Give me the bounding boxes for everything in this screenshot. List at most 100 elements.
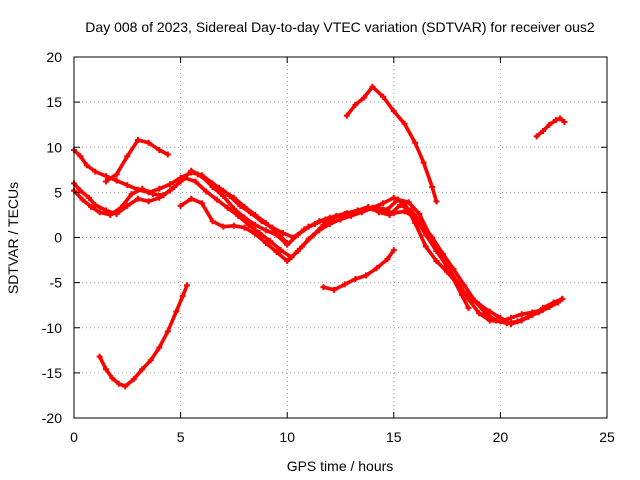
data-point	[273, 248, 280, 255]
data-point	[85, 194, 92, 201]
data-point	[209, 218, 216, 225]
y-tick-label: 0	[54, 230, 62, 246]
data-point	[124, 153, 131, 160]
x-tick-label: 10	[279, 429, 295, 445]
data-point	[92, 202, 99, 209]
data-point	[316, 227, 323, 234]
data-point	[109, 375, 116, 382]
data-point	[188, 195, 195, 202]
data-point	[88, 203, 95, 210]
data-point	[279, 229, 286, 236]
data-point	[192, 178, 199, 185]
y-tick-label: -5	[50, 275, 63, 291]
data-point	[96, 353, 103, 360]
data-point	[139, 185, 146, 192]
data-point	[156, 146, 163, 153]
data-point	[173, 308, 180, 315]
data-point	[401, 120, 408, 127]
data-point	[102, 178, 109, 185]
data-point	[525, 313, 532, 320]
data-point	[130, 376, 137, 383]
data-point	[311, 220, 318, 227]
data-point	[247, 210, 254, 217]
data-point	[117, 204, 124, 211]
data-point	[241, 224, 248, 231]
data-point	[139, 366, 146, 373]
data-point	[375, 209, 382, 216]
data-point	[156, 344, 163, 351]
data-point	[429, 183, 436, 190]
data-point	[486, 308, 493, 315]
data-point	[433, 198, 440, 205]
data-point	[552, 117, 559, 124]
data-point	[188, 167, 195, 174]
data-point	[273, 231, 280, 238]
data-point	[179, 293, 186, 300]
data-series	[71, 83, 568, 390]
data-point	[96, 209, 103, 216]
data-point	[354, 207, 361, 214]
data-point	[503, 320, 510, 327]
data-point	[252, 230, 259, 237]
data-point	[416, 211, 423, 218]
data-point	[177, 202, 184, 209]
chart-title: Day 008 of 2023, Sidereal Day-to-day VTE…	[85, 19, 595, 35]
data-point	[546, 121, 553, 128]
data-point	[518, 311, 525, 318]
data-point	[149, 191, 156, 198]
data-point	[365, 203, 372, 210]
data-point	[77, 187, 84, 194]
data-point	[326, 220, 333, 227]
data-point	[164, 328, 171, 335]
data-point	[213, 196, 220, 203]
data-point	[380, 200, 387, 207]
data-point	[122, 383, 129, 390]
data-point	[420, 159, 427, 166]
data-point	[147, 357, 154, 364]
data-point	[390, 247, 397, 254]
data-point	[124, 202, 131, 209]
data-point	[341, 281, 348, 288]
data-point	[258, 218, 265, 225]
data-point	[92, 168, 99, 175]
data-point	[331, 286, 338, 293]
data-point	[412, 220, 419, 227]
data-point	[535, 309, 542, 316]
data-point	[450, 266, 457, 273]
data-point	[320, 284, 327, 291]
data-point	[384, 206, 391, 213]
data-point	[128, 191, 135, 198]
data-point	[412, 139, 419, 146]
data-point	[454, 281, 461, 288]
data-point	[181, 174, 188, 181]
data-point	[156, 185, 163, 192]
data-point	[486, 317, 493, 324]
data-point	[124, 182, 131, 189]
data-point	[514, 318, 521, 325]
data-point	[429, 234, 436, 241]
data-point	[533, 133, 540, 140]
data-point	[422, 243, 429, 250]
data-point	[493, 317, 500, 324]
data-point	[134, 195, 141, 202]
data-point	[343, 210, 350, 217]
data-point	[269, 224, 276, 231]
data-point	[235, 212, 242, 219]
data-point	[226, 192, 233, 199]
data-point	[164, 151, 171, 158]
data-point	[471, 297, 478, 304]
y-tick-label: 20	[46, 49, 62, 65]
data-point	[220, 223, 227, 230]
data-point	[444, 268, 451, 275]
data-point	[465, 304, 472, 311]
data-point	[145, 198, 152, 205]
data-point	[79, 196, 86, 203]
data-point	[262, 239, 269, 246]
data-point	[102, 173, 109, 180]
data-point	[333, 212, 340, 219]
data-point	[77, 153, 84, 160]
data-point	[337, 216, 344, 223]
data-point	[198, 200, 205, 207]
data-point	[262, 227, 269, 234]
